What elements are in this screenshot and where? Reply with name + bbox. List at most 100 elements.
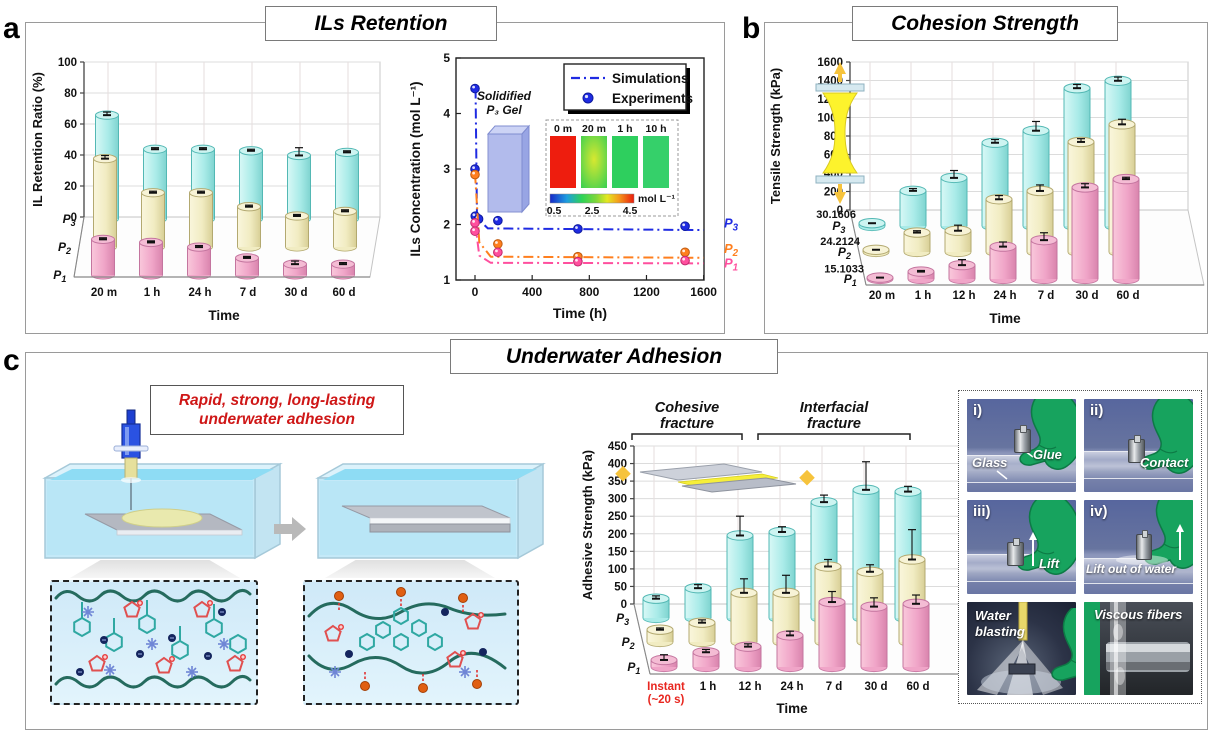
value-axis: 0 20 40 60 80 100 IL Retention Ratio (%) <box>30 57 85 278</box>
svg-text:24 h: 24 h <box>780 681 803 693</box>
viscous-fibers-caption: Viscous fibers <box>1094 606 1183 622</box>
panel-letter-b: b <box>742 12 761 45</box>
svg-text:20: 20 <box>64 181 77 193</box>
photo-label-ii: ii) <box>1090 402 1104 419</box>
legend: Simulations Experiments <box>563 63 693 114</box>
svg-text:P3: P3 <box>63 212 76 228</box>
svg-text:10 h: 10 h <box>645 123 666 135</box>
category-axis: Instant(~20 s) 1 h 12 h 24 h 7 d 30 d 60 d Time <box>647 673 988 716</box>
svg-text:24 h: 24 h <box>188 287 211 299</box>
svg-text:15.1033: 15.1033 <box>824 264 864 276</box>
glue-blob <box>121 508 203 528</box>
svg-text:24.2124: 24.2124 <box>820 236 861 248</box>
photo-water-blasting: Water blasting <box>967 601 1076 695</box>
svg-text:Time: Time <box>776 701 808 716</box>
svg-text:12 h: 12 h <box>738 681 761 693</box>
category-axis: 20 m 1 h 24 h 7 d 30 d 60 d Time <box>74 276 370 323</box>
series-P1: P1 <box>627 590 930 676</box>
transition-arrow-icon <box>274 517 306 541</box>
svg-text:1 h: 1 h <box>700 681 717 693</box>
polymer-network <box>54 589 252 689</box>
svg-text:Time: Time <box>208 308 240 323</box>
svg-text:0: 0 <box>621 599 627 611</box>
note-line-2: underwater adhesion <box>199 411 355 428</box>
water-blasting-caption-1: Water <box>975 607 1011 623</box>
lift-caption: Lift <box>1039 556 1060 572</box>
svg-text:P1: P1 <box>53 268 66 284</box>
svg-text:7 d: 7 d <box>1038 290 1055 302</box>
svg-text:IL Retention Ratio (%): IL Retention Ratio (%) <box>30 72 45 207</box>
svg-text:P2: P2 <box>838 245 851 261</box>
svg-text:300: 300 <box>608 494 627 506</box>
svg-text:(~20 s): (~20 s) <box>648 694 685 706</box>
left-magnifier-cone <box>70 560 240 578</box>
photo-label-iii: iii) <box>973 503 991 521</box>
svg-text:Time (h): Time (h) <box>553 305 607 321</box>
svg-text:450: 450 <box>608 441 627 453</box>
svg-text:30 d: 30 d <box>1075 290 1098 302</box>
svg-text:400: 400 <box>522 285 542 299</box>
lift-out-caption: Lift out of water <box>1086 562 1176 577</box>
bonded-plates <box>341 505 511 533</box>
svg-text:800: 800 <box>579 285 599 299</box>
series-P1 <box>470 218 704 267</box>
category-axis: 20 m 1 h 12 h 24 h 7 d 30 d 60 d Time <box>866 284 1204 326</box>
svg-text:P2: P2 <box>724 241 739 259</box>
photo-lift-out-of-water: iv) Lift out of water <box>1084 500 1193 594</box>
svg-text:Experiments: Experiments <box>612 91 693 106</box>
svg-text:150: 150 <box>608 546 627 558</box>
svg-text:P₃ Gel: P₃ Gel <box>486 103 522 117</box>
panel-a-title: ILs Retention <box>265 6 497 41</box>
svg-text:1: 1 <box>443 273 450 287</box>
svg-text:Interfacial: Interfacial <box>800 400 869 416</box>
svg-text:60 d: 60 d <box>1116 290 1139 302</box>
svg-text:0: 0 <box>472 285 479 299</box>
svg-text:fracture: fracture <box>660 416 714 432</box>
photo-viscous-fibers: Viscous fibers <box>1084 601 1193 695</box>
molecular-network-before-illustration <box>50 580 258 705</box>
svg-text:30.1606: 30.1606 <box>816 209 856 221</box>
left-tank-illustration <box>42 409 283 560</box>
tensile-strength-3d-bar-chart: 02004006008001000120014001600Tensile Str… <box>768 57 1205 326</box>
svg-text:4.5: 4.5 <box>623 205 638 217</box>
svg-text:1 h: 1 h <box>144 287 161 299</box>
panel-c-title: Underwater Adhesion <box>450 339 778 374</box>
svg-text:60 d: 60 d <box>332 287 355 299</box>
adhesion-demo-photos: i) Glass Glue ii) Contact iii) Lift iv) <box>958 390 1202 704</box>
svg-text:24 h: 24 h <box>993 290 1016 302</box>
svg-text:P1: P1 <box>724 255 738 273</box>
photo-glue-above-glass: i) Glass Glue <box>967 399 1076 493</box>
svg-text:P2: P2 <box>58 240 71 256</box>
svg-text:100: 100 <box>608 564 627 576</box>
water-blasting-caption-2: blasting <box>975 623 1025 639</box>
svg-text:20 m: 20 m <box>582 123 606 135</box>
molecular-network-after-illustration <box>303 580 519 705</box>
svg-text:Cohesive: Cohesive <box>655 400 719 416</box>
panel-b-title: Cohesion Strength <box>852 6 1118 41</box>
right-magnifier-cone <box>325 560 495 578</box>
svg-text:Instant: Instant <box>647 681 685 693</box>
ils-retention-3d-bar-chart: 0 20 40 60 80 100 IL Retention Ratio (%) P3 P2 P1… <box>30 57 381 323</box>
svg-text:ILs Concentration (mol L⁻¹): ILs Concentration (mol L⁻¹) <box>408 81 423 256</box>
svg-text:Time: Time <box>989 311 1021 326</box>
svg-text:1600: 1600 <box>817 57 843 69</box>
contact-caption: Contact <box>1140 455 1189 470</box>
svg-text:Solidified: Solidified <box>477 89 532 103</box>
aggregated-network <box>307 587 507 693</box>
svg-text:0.5: 0.5 <box>547 205 562 217</box>
svg-text:fracture: fracture <box>807 416 861 432</box>
series-P2 <box>470 169 704 262</box>
svg-text:250: 250 <box>608 511 627 523</box>
underwater-adhesion-note: Rapid, strong, long-lasting underwater a… <box>150 385 404 435</box>
series-P1: P1 <box>53 234 355 284</box>
svg-text:P2: P2 <box>622 635 635 651</box>
photo-lift: iii) Lift <box>967 500 1076 594</box>
svg-text:Simulations: Simulations <box>612 71 689 86</box>
svg-text:1 h: 1 h <box>915 290 932 302</box>
panel-letter-a: a <box>3 12 20 45</box>
svg-text:mol L⁻¹: mol L⁻¹ <box>638 193 676 205</box>
